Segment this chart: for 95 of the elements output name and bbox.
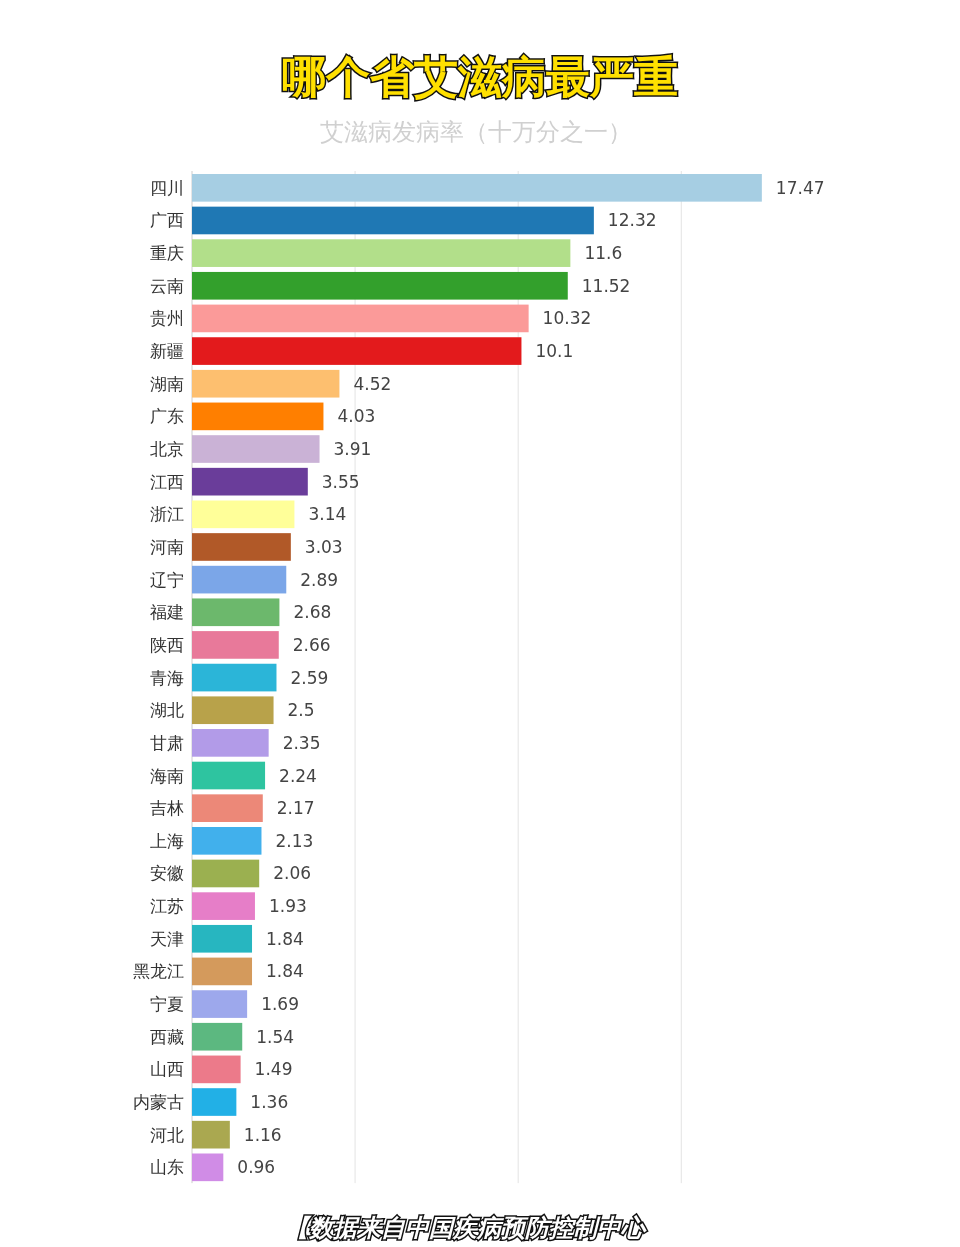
bar [192, 1055, 241, 1084]
y-tick-label: 内蒙古 [133, 1092, 184, 1113]
y-tick-label: 福建 [150, 602, 184, 623]
bar [192, 957, 253, 986]
y-tick-label: 湖北 [150, 700, 184, 721]
y-tick-label: 北京 [150, 439, 184, 460]
data-label: 0.96 [237, 1157, 276, 1178]
bar [192, 533, 291, 561]
bar [192, 304, 529, 333]
bar [192, 924, 253, 953]
bar [192, 729, 269, 757]
data-label: 4.03 [337, 406, 376, 427]
data-label: 2.35 [282, 732, 321, 753]
bar [192, 174, 762, 202]
data-label: 2.89 [300, 569, 339, 590]
y-tick-label: 西藏 [150, 1026, 184, 1047]
bar [192, 827, 262, 855]
y-tick-label: 吉林 [150, 798, 184, 819]
y-tick-label: 新疆 [150, 341, 184, 362]
y-tick-label: 山东 [150, 1157, 184, 1178]
y-tick-label: 海南 [150, 765, 184, 786]
data-label: 3.55 [321, 471, 360, 492]
data-label: 2.06 [273, 863, 312, 884]
y-tick-label: 上海 [150, 830, 184, 851]
y-tick-label: 浙江 [150, 504, 184, 525]
y-tick-label: 江西 [150, 471, 184, 492]
y-tick-label: 河南 [150, 536, 184, 557]
bar [192, 696, 274, 725]
data-label: 3.91 [333, 439, 372, 460]
y-tick-label: 重庆 [150, 243, 184, 264]
data-label: 17.47 [775, 177, 825, 198]
y-tick-label: 宁夏 [150, 994, 184, 1015]
bar [192, 467, 308, 496]
data-label: 10.32 [542, 308, 592, 329]
data-label: 2.13 [275, 830, 314, 851]
data-label: 1.36 [250, 1092, 289, 1113]
y-tick-label: 甘肃 [150, 732, 184, 753]
y-tick-label: 贵州 [150, 308, 184, 329]
bar [192, 859, 260, 888]
chart-title: 哪个省艾滋病最严重 [282, 51, 678, 102]
bar [192, 206, 594, 235]
bar [192, 1153, 224, 1182]
data-label: 1.84 [266, 961, 304, 982]
y-tick-label: 黑龙江 [133, 961, 184, 982]
bar [192, 892, 255, 920]
bar [192, 500, 295, 529]
bar [192, 598, 280, 627]
bar [192, 271, 568, 300]
data-label: 2.68 [293, 602, 332, 623]
data-label: 3.14 [308, 504, 347, 525]
bar [192, 990, 248, 1018]
bar [192, 1088, 237, 1116]
data-label: 1.84 [266, 928, 304, 949]
data-label: 1.16 [243, 1124, 282, 1145]
data-label: 4.52 [353, 373, 392, 394]
bar [192, 239, 571, 267]
bar [192, 337, 522, 365]
y-tick-label: 天津 [150, 928, 184, 949]
y-tick-label: 辽宁 [150, 569, 184, 590]
data-label: 2.66 [292, 634, 331, 655]
y-tick-label: 河北 [150, 1124, 184, 1145]
data-label: 1.69 [261, 994, 299, 1015]
data-label: 1.93 [268, 896, 307, 917]
data-label: 3.03 [304, 536, 343, 557]
y-tick-label: 广西 [150, 210, 184, 231]
bar [192, 794, 263, 822]
data-label: 2.17 [276, 798, 315, 819]
bar [192, 1022, 243, 1051]
data-label: 11.52 [581, 275, 631, 296]
bar [192, 435, 320, 463]
data-label: 2.59 [290, 667, 329, 688]
y-tick-label: 江苏 [150, 896, 184, 917]
y-tick-label: 山西 [150, 1059, 184, 1080]
data-label: 1.54 [256, 1026, 295, 1047]
bar [192, 663, 277, 692]
y-tick-label: 云南 [150, 275, 184, 296]
data-label: 12.32 [607, 210, 657, 231]
y-tick-label: 广东 [150, 406, 184, 427]
y-tick-label: 安徽 [150, 863, 184, 884]
data-label: 1.49 [254, 1059, 293, 1080]
bar [192, 761, 266, 790]
bar [192, 1120, 230, 1149]
data-label: 2.5 [287, 700, 315, 721]
y-tick-label: 陕西 [150, 634, 184, 655]
y-tick-label: 湖南 [150, 373, 184, 394]
text: 【数据来自中国疾病预防控制中心 [285, 1214, 647, 1242]
bar [192, 565, 287, 594]
data-label: 10.1 [535, 341, 574, 362]
bar [192, 369, 340, 398]
bar [192, 631, 279, 659]
data-label: 2.24 [279, 765, 317, 786]
y-tick-label: 青海 [150, 667, 184, 688]
bar [192, 402, 324, 431]
data-label: 11.6 [584, 243, 623, 264]
y-tick-label: 四川 [150, 177, 184, 198]
